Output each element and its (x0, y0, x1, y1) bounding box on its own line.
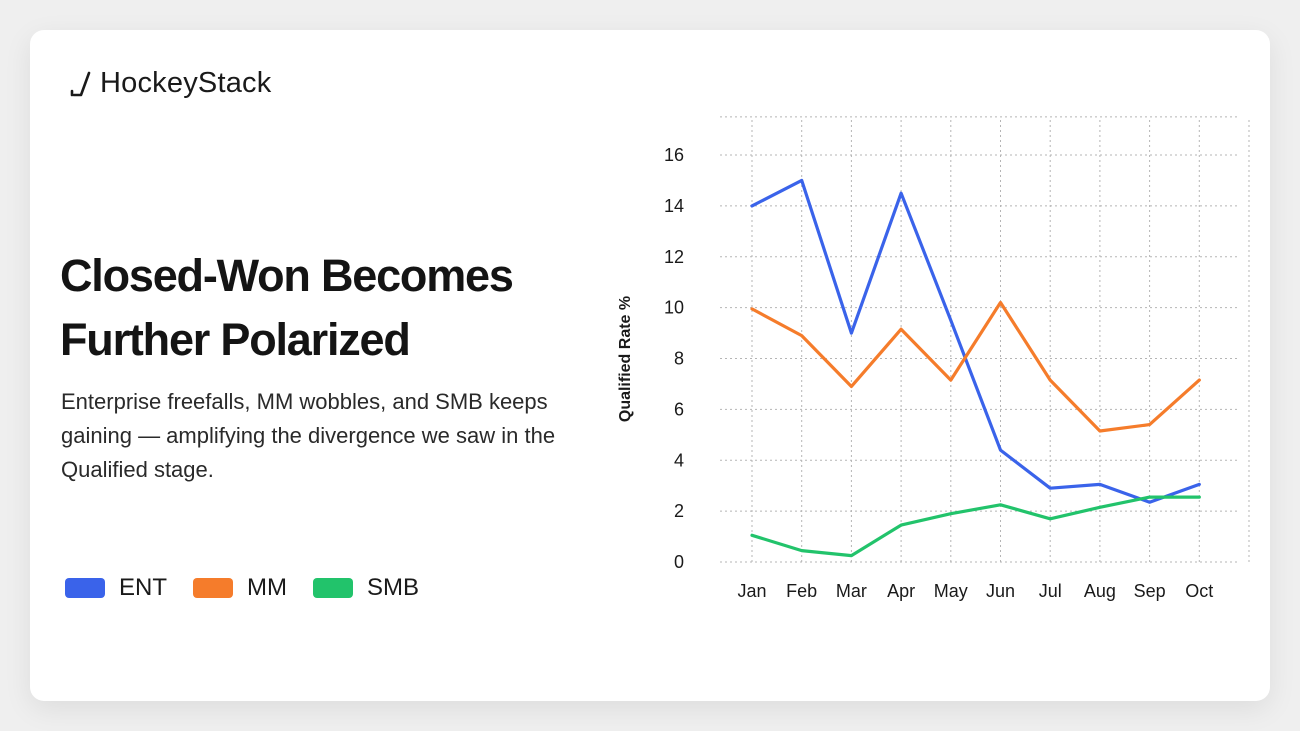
legend-swatch-ent (65, 578, 105, 598)
y-axis-label: Qualified Rate % (617, 296, 634, 422)
y-tick-label: 4 (674, 450, 684, 470)
legend-label-mm: MM (247, 574, 287, 601)
x-tick-label: Jul (1039, 581, 1062, 601)
series-line-smb (750, 495, 1201, 558)
slide-subtitle: Enterprise freefalls, MM wobbles, and SM… (61, 389, 556, 482)
legend-item-mm: MM (193, 574, 287, 602)
x-tick-label: Jun (986, 581, 1015, 601)
brand-name: HockeyStack (100, 67, 272, 99)
series-line-ent (750, 178, 1201, 504)
y-tick-label: 14 (664, 196, 684, 216)
hockey-stick-icon (70, 71, 91, 96)
x-tick-label: Jan (737, 581, 766, 601)
legend-swatch-smb (312, 578, 353, 598)
x-tick-label: May (934, 581, 968, 601)
y-tick-label: 2 (674, 501, 684, 521)
brand-logo: HockeyStack (68, 67, 271, 100)
slide-title: Closed-Won Becomes Further Polarized (60, 250, 514, 365)
legend-label-ent: ENT (119, 574, 167, 601)
y-tick-label: 16 (664, 145, 684, 165)
y-tick-label: 10 (664, 298, 684, 318)
x-tick-label: Mar (836, 581, 867, 601)
legend-label-smb: SMB (366, 574, 419, 601)
series-line-mm (750, 300, 1201, 433)
y-tick-label: 0 (674, 552, 684, 572)
legend-item-ent: ENT (65, 574, 167, 602)
x-tick-label: Oct (1185, 581, 1213, 601)
chart-legend: ENT MM SMB (65, 574, 445, 602)
x-tick-label: Apr (887, 581, 915, 601)
x-tick-label: Aug (1084, 581, 1116, 601)
y-tick-label: 6 (674, 399, 684, 419)
x-tick-label: Feb (786, 581, 817, 601)
legend-item-smb: SMB (312, 574, 419, 602)
slide-card: HockeyStack Closed-Won Becomes Further P… (30, 30, 1270, 701)
y-tick-label: 12 (664, 247, 684, 267)
x-tick-label: Sep (1134, 581, 1166, 601)
legend-swatch-mm (193, 578, 233, 598)
y-tick-label: 8 (674, 349, 684, 369)
